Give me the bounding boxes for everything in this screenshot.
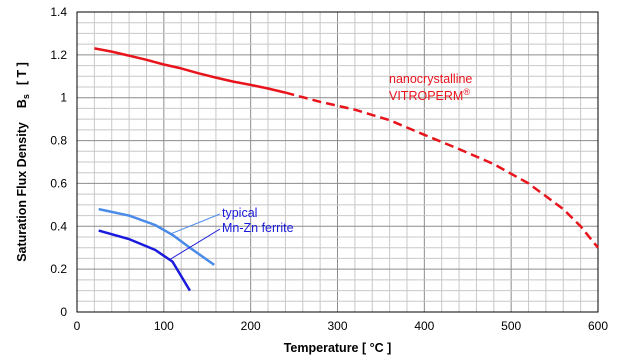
connector-line-ferrite-lower [169, 228, 221, 260]
x-tick-label: 0 [74, 319, 81, 333]
tick-labels: 0 100 200 300 400 500 600 0 0.2 0.4 0.6 0.8 1 1.2 1.4 [50, 5, 608, 333]
annotation-connectors [169, 213, 221, 260]
x-tick-label: 600 [588, 319, 608, 333]
annotation-ferrite-line1: typical [222, 206, 257, 220]
series-line-vitroperm-dashed [285, 91, 599, 249]
series-line-ferrite-upper [98, 207, 215, 266]
y-axis-label-unit: [ T ] [15, 62, 29, 85]
x-axis-label: Temperature [ °C ] [284, 341, 392, 355]
y-tick-label: 0.2 [50, 262, 67, 276]
y-axis-label-main: Saturation Flux Density [15, 122, 29, 262]
y-tick-label: 0.6 [50, 176, 67, 190]
series-line-ferrite-lower [98, 229, 191, 292]
x-tick-label: 200 [241, 319, 261, 333]
connector-line-ferrite-upper [170, 213, 221, 235]
y-tick-label: 0.4 [50, 219, 67, 233]
x-tick-label: 500 [501, 319, 521, 333]
y-tick-label: 0 [60, 305, 67, 319]
y-tick-label: 1.2 [50, 48, 67, 62]
x-tick-label: 100 [154, 319, 174, 333]
annotation-ferrite: typical Mn-Zn ferrite [222, 206, 294, 235]
annotation-ferrite-line2: Mn-Zn ferrite [222, 221, 294, 235]
y-tick-label: 0.8 [50, 134, 67, 148]
annotation-vitroperm: nanocrystalline VITROPERM® [389, 72, 476, 103]
annotation-vitroperm-line1: nanocrystalline [389, 72, 472, 86]
y-axis-label-symbol: B [15, 99, 29, 108]
annotation-vitroperm-line2: VITROPERM [389, 89, 463, 103]
x-tick-label: 300 [327, 319, 347, 333]
plot-frame [76, 11, 599, 313]
y-tick-label: 1.4 [50, 5, 67, 19]
x-tick-label: 400 [414, 319, 434, 333]
series-line-vitroperm-solid [94, 47, 286, 94]
y-tick-label: 1 [60, 91, 67, 105]
grid [76, 11, 599, 313]
y-axis-label: Saturation Flux Density Bs [ T ] [15, 62, 31, 262]
series-group [94, 47, 599, 292]
annotation-vitroperm-registered: ® [463, 87, 470, 97]
y-axis-label-subscript: s [21, 94, 31, 99]
